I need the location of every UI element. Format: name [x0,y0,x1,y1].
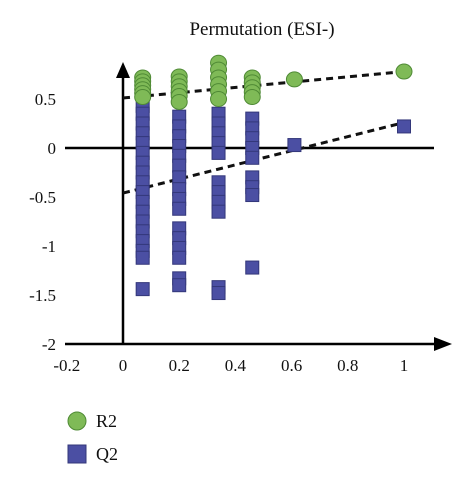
legend-r2-label: R2 [96,411,117,431]
q2-point [211,286,226,301]
y-axis-arrow [116,62,130,78]
y-tick-label: -2 [42,335,56,354]
legend-q2-label: Q2 [96,444,118,464]
q2-series [135,98,411,301]
q2-point [211,204,226,219]
q2-point [135,250,150,265]
r2-series [134,54,413,110]
q2-point [172,201,187,216]
x-tick-label: 1 [400,356,409,375]
x-tick-label: -0.2 [53,356,80,375]
y-tick-label: -1 [42,237,56,256]
q2-point [172,158,187,173]
trend-line-q2 [122,121,405,195]
y-tick-label: -1.5 [29,286,56,305]
legend-q2-marker [67,444,87,464]
r2-point [134,89,152,106]
x-axis-arrow [434,337,452,351]
q2-point [172,250,187,265]
axes: 0.5 0 -0.5 -1 -1.5 -2 -0.2 0 0.2 0.4 0.6 0.8 1 [29,62,452,375]
trend-lines [122,70,405,195]
q2-point [287,138,302,153]
q2-point [172,170,187,185]
r2-point [170,93,188,110]
legend-r2-marker [67,411,87,431]
q2-point [397,119,411,134]
r2-point [285,71,303,88]
x-tick-label: 0.2 [169,356,190,375]
r2-point [243,89,261,106]
r2-point [210,91,228,107]
y-tick-label: -0.5 [29,188,56,207]
y-tick-label: 0.5 [35,90,56,109]
x-tick-label: 0.6 [281,356,302,375]
q2-point [245,188,260,203]
x-tick-label: 0 [119,356,128,375]
x-tick-label: 0.8 [337,356,358,375]
r2-point [395,63,413,80]
q2-point [245,150,260,165]
q2-point [211,145,226,160]
q2-point [135,282,150,297]
trend-line-r2 [122,70,405,100]
x-tick-label: 0.4 [225,356,247,375]
q2-point [172,278,187,293]
y-tick-label: 0 [48,139,57,158]
chart-title: Permutation (ESI-) [189,19,334,40]
legend: R2 Q2 [67,411,118,464]
q2-point [245,260,260,275]
